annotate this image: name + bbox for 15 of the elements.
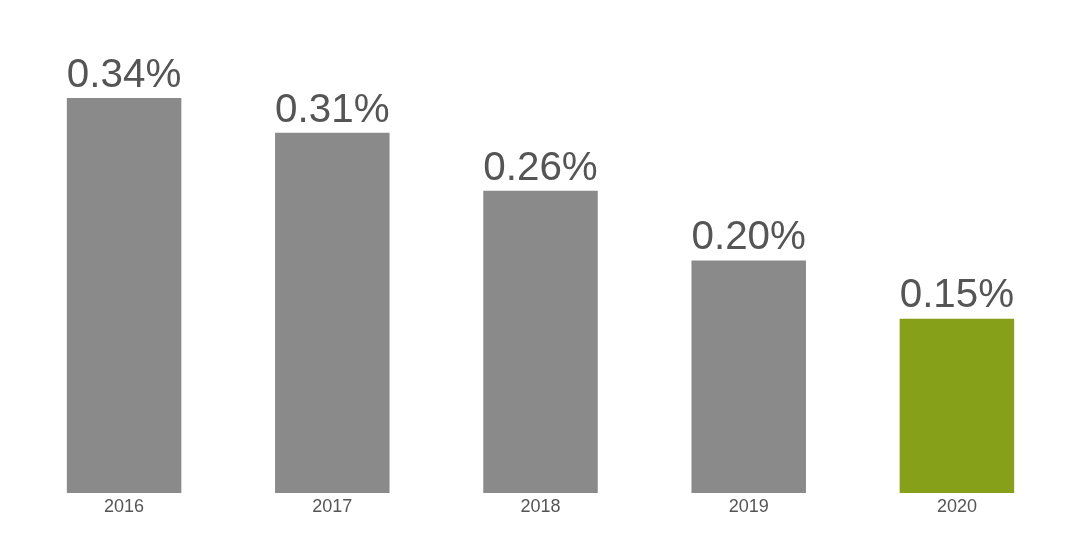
bar [275, 132, 390, 493]
bar [899, 318, 1015, 493]
x-tick-label: 2017 [312, 496, 353, 516]
x-tick-label: 2020 [936, 496, 977, 516]
data-label: 0.15% [899, 270, 1015, 317]
x-tick-label: 2018 [520, 496, 561, 516]
x-tick-label: 2019 [728, 496, 769, 516]
data-label: 0.26% [483, 142, 598, 189]
data-label: 0.34% [66, 49, 182, 96]
bar [66, 97, 182, 493]
bar [483, 190, 598, 493]
data-label: 0.31% [275, 84, 390, 131]
x-tick-label: 2016 [104, 496, 145, 516]
data-label: 0.20% [691, 212, 806, 259]
bar [691, 260, 806, 493]
